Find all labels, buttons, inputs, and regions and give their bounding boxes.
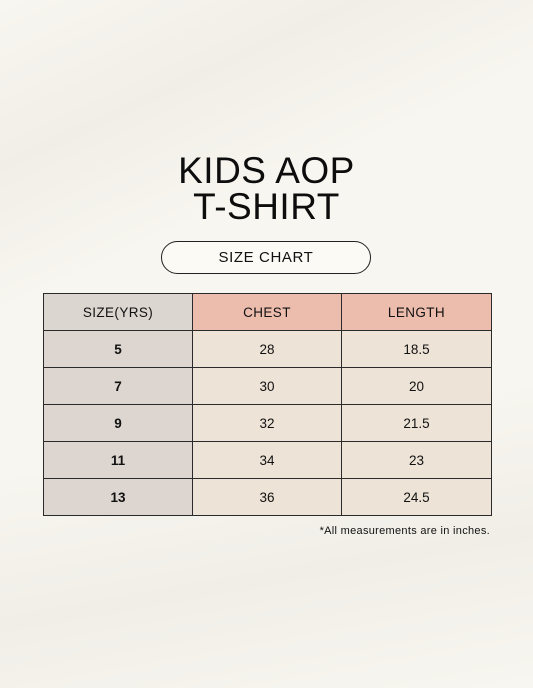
header-chest: CHEST <box>192 293 342 331</box>
chest-cell: 36 <box>192 478 342 516</box>
size-cell: 13 <box>43 478 193 516</box>
length-cell: 21.5 <box>341 404 492 442</box>
size-cell: 5 <box>43 330 193 368</box>
table-row: 5 28 18.5 <box>43 330 492 368</box>
size-chart-label-text: SIZE CHART <box>218 249 314 266</box>
length-cell: 24.5 <box>341 478 492 516</box>
table-row: 9 32 21.5 <box>43 404 492 442</box>
header-size: SIZE(YRS) <box>43 293 193 331</box>
size-cell: 9 <box>43 404 193 442</box>
measurement-footnote: *All measurements are in inches. <box>319 525 490 537</box>
header-length: LENGTH <box>341 293 492 331</box>
table-header-row: SIZE(YRS) CHEST LENGTH <box>43 293 492 331</box>
length-cell: 18.5 <box>341 330 492 368</box>
chest-cell: 32 <box>192 404 342 442</box>
table-row: 13 36 24.5 <box>43 478 492 516</box>
size-table: SIZE(YRS) CHEST LENGTH 5 28 18.5 7 30 20… <box>43 293 492 516</box>
page-title: KIDS AOP T-SHIRT <box>0 150 533 227</box>
length-cell: 23 <box>341 441 492 479</box>
title-line-1: KIDS AOP <box>178 150 355 191</box>
chest-cell: 30 <box>192 367 342 405</box>
size-cell: 7 <box>43 367 193 405</box>
chest-cell: 28 <box>192 330 342 368</box>
chest-cell: 34 <box>192 441 342 479</box>
size-cell: 11 <box>43 441 193 479</box>
table-row: 11 34 23 <box>43 441 492 479</box>
title-line-2: T-SHIRT <box>193 186 340 227</box>
table-row: 7 30 20 <box>43 367 492 405</box>
size-chart-label: SIZE CHART <box>161 241 371 274</box>
length-cell: 20 <box>341 367 492 405</box>
